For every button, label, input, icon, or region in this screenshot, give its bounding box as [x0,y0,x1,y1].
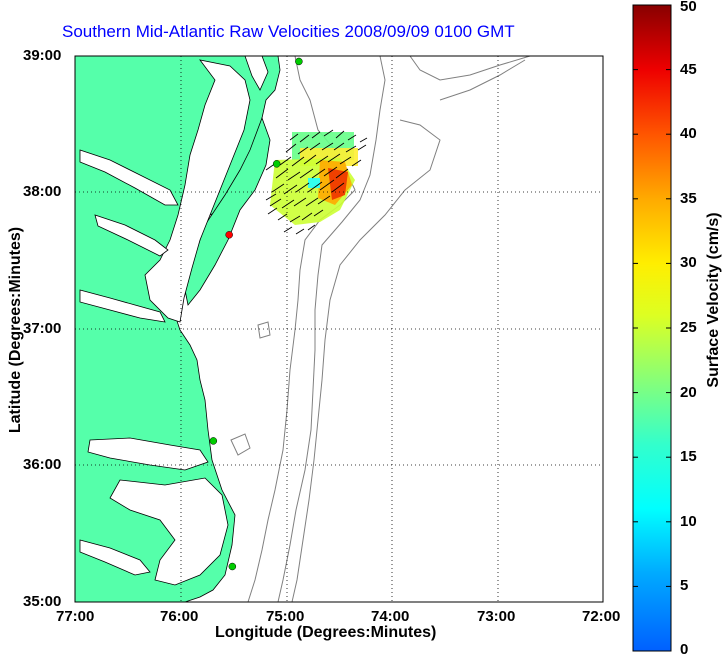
colorbar-tick-label: 20 [680,383,697,401]
x-tick-label: 73:00 [477,608,516,625]
grid-lines [75,56,603,602]
colorbar-tick-label: 40 [680,125,697,143]
x-tick-label: 75:00 [266,608,305,625]
station-marker [209,437,218,445]
pamlico-sound [109,477,229,586]
colorbar-tick-label: 30 [680,254,697,272]
x-axis-label: Longitude (Degrees:Minutes) [215,624,437,641]
x-tick-label: 74:00 [371,608,410,625]
chesapeake-bay [144,59,251,323]
albemarle-sound [87,437,209,471]
delaware-bay [244,56,269,91]
colorbar [632,4,672,652]
potomac-river [79,149,179,206]
station-marker [295,57,303,66]
y-tick-label: 36:00 [23,456,62,473]
y-tick-label: 39:00 [23,47,62,64]
colorbar-tick-label: 25 [680,319,697,336]
station-marker [228,562,237,571]
colorbar-tick-label: 15 [680,448,697,466]
colorbar-tick-label: 45 [680,60,697,78]
x-tick-label: 77:00 [56,608,95,625]
colorbar-label: Surface Velocity (cm/s) [705,212,722,388]
colorbar-ticks [633,4,671,652]
chart-title: Southern Mid-Atlantic Raw Velocities 200… [62,22,515,41]
velocity-field [270,132,358,225]
neuse-river [79,539,151,576]
y-tick-label: 35:00 [23,593,62,610]
colorbar-tick-label: 50 [680,0,697,15]
james-river [79,289,166,323]
y-axis-label: Latitude (Degrees:Minutes) [7,226,24,434]
station-marker [272,160,281,168]
x-tick-label: 72:00 [582,608,621,625]
x-tick-label: 76:00 [160,608,199,625]
plot-frame [74,55,604,603]
rappahannock-river [94,214,169,257]
colorbar-tick-label: 5 [680,577,689,595]
colorbar-tick-label: 35 [680,189,697,207]
land-delmarva [184,116,271,306]
hf-radar-stations [209,57,303,571]
colorbar-tick-label: 0 [680,641,689,658]
y-tick-label: 38:00 [23,183,62,200]
colorbar-tick-label: 10 [680,512,697,530]
y-tick-label: 37:00 [23,320,62,337]
station-marker [225,231,233,239]
